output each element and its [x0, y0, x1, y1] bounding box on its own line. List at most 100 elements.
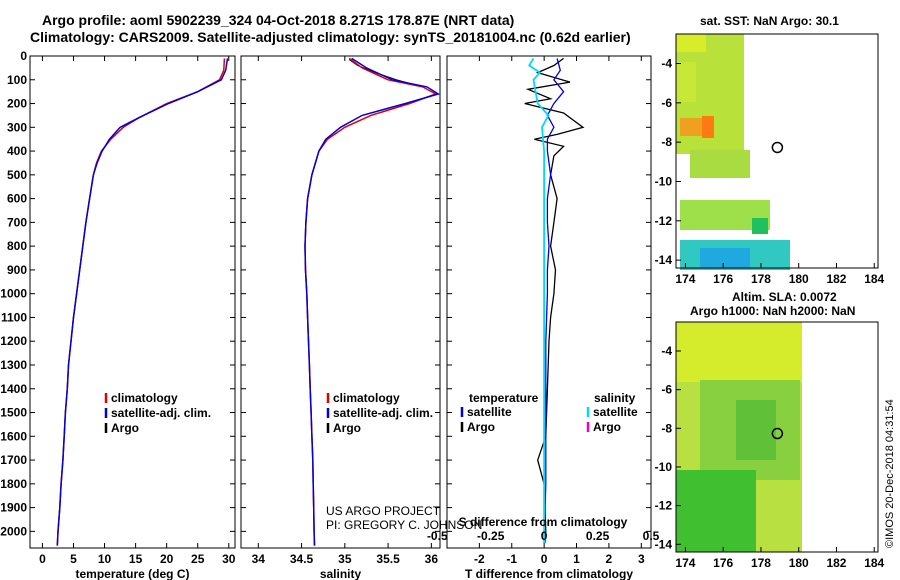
title-line-1: Argo profile: aoml 5902239_324 04-Oct-20…	[42, 12, 515, 28]
xtick-label: 30	[222, 552, 236, 566]
title-line-2: Climatology: CARS2009. Satellite-adjuste…	[30, 29, 631, 45]
sla-map-ytick-label: -14	[655, 537, 673, 551]
sla-map-field	[676, 322, 802, 552]
series-satellite-temp	[56, 58, 229, 546]
ytick-label: 1100	[1, 310, 27, 324]
xtick-label: -2	[474, 552, 485, 566]
sla-map-xtick-label: 176	[713, 556, 733, 570]
ytick-label: 400	[7, 144, 27, 158]
sst-map-ytick-label: -6	[661, 96, 672, 110]
ytick-label: 1800	[0, 477, 27, 491]
series-climatology-temp	[56, 58, 226, 546]
xtick-label: 3	[638, 552, 645, 566]
sst-map-field	[676, 34, 790, 270]
sst-map-ytick-label: -10	[655, 174, 673, 188]
sla-patch	[676, 322, 802, 382]
xtick-label: 15	[129, 552, 143, 566]
legend-temp-label: satellite-adj. clim.	[111, 406, 211, 420]
sst-patch	[700, 248, 750, 268]
sla-map-ytick-label: -6	[661, 383, 672, 397]
sla-map-ytick-label: -4	[661, 344, 672, 358]
ytick-label: 1600	[0, 429, 27, 443]
legend-sal-label: climatology	[333, 391, 400, 405]
sla-map-xtick-label: 178	[751, 556, 771, 570]
series-T-satellite-diff	[543, 58, 565, 544]
ytick-label: 1300	[0, 358, 27, 372]
xlabel-salinity-diff: S difference from climatology	[459, 515, 628, 529]
panel-frame-2	[446, 55, 652, 549]
xtick-label: 35	[338, 552, 352, 566]
xtick2-label: 0.25	[586, 529, 610, 543]
sla-map-xtick-label: 182	[826, 556, 846, 570]
xtick-label: 10	[98, 552, 112, 566]
credit-project: US ARGO PROJECT	[326, 504, 441, 518]
sst-patch	[676, 34, 706, 52]
legend-sal-label: satellite-adj. clim.	[333, 406, 433, 420]
sst-map-ytick-label: -4	[661, 56, 672, 70]
ytick-label: 1200	[0, 334, 27, 348]
ytick-label: 1000	[0, 287, 27, 301]
legend-temp-label: Argo	[111, 421, 139, 435]
xtick-label: 2	[606, 552, 613, 566]
xtick-label: 5	[70, 552, 77, 566]
sst-patch	[690, 150, 750, 178]
xtick-label: 34.5	[290, 552, 314, 566]
sst-map-ytick-label: -14	[655, 253, 673, 267]
ytick-label: 800	[7, 239, 27, 253]
sla-map-title-1: Altim. SLA: 0.0072	[732, 290, 837, 304]
ytick-label: 300	[7, 120, 27, 134]
xlabel: T difference from climatology	[465, 567, 633, 580]
series-climatology-salinity	[304, 57, 438, 546]
xlabel: temperature (deg C)	[75, 567, 189, 580]
ytick-label: 500	[7, 168, 27, 182]
sst-map-frame	[675, 33, 879, 269]
sst-map-xtick-label: 184	[864, 272, 884, 286]
ytick-label: 1500	[0, 406, 27, 420]
legend-temp-label: climatology	[111, 391, 178, 405]
xtick-label: 34	[252, 552, 266, 566]
sla-patch	[676, 470, 756, 552]
xtick2-label: -0.25	[477, 529, 505, 543]
sla-map-xtick-label: 174	[675, 556, 695, 570]
ytick-label: 200	[7, 97, 27, 111]
panel-frame-0	[29, 55, 236, 549]
xlabel: salinity	[320, 567, 362, 580]
ytick-label: 700	[7, 215, 27, 229]
sla-map-frame	[675, 321, 879, 553]
xtick-label: 0	[541, 552, 548, 566]
sla-patch	[736, 400, 776, 460]
legend-diff-sal-label: Argo	[593, 420, 621, 434]
sla-map-title-2: Argo h1000: NaN h2000: NaN	[690, 304, 856, 318]
series-T-argo-diff	[524, 57, 585, 544]
sst-patch	[752, 218, 768, 234]
sla-map-float-marker	[771, 427, 784, 440]
sst-patch	[702, 116, 714, 138]
legend-diff-sal-title: salinity	[594, 391, 636, 405]
legend-diff-sal-label: satellite	[593, 405, 638, 419]
sst-map-xtick-label: 180	[789, 272, 809, 286]
sst-patch	[676, 62, 696, 102]
legend-diff-temp-label: satellite	[467, 405, 512, 419]
sst-map-ytick-label: -12	[655, 214, 673, 228]
series-S-satellite-diff	[527, 57, 550, 544]
sst-map-xtick-label: 174	[675, 272, 695, 286]
legend-sal-label: Argo	[333, 421, 361, 435]
timestamp-stamp: ©IMOS 20-Dec-2018 04:31:54	[884, 399, 896, 548]
sla-map-xtick-label: 184	[864, 556, 884, 570]
ytick-label: 900	[7, 263, 27, 277]
ytick-label: 0	[20, 49, 27, 63]
ytick-label: 2000	[0, 524, 27, 538]
xtick-label: 0	[39, 552, 46, 566]
xtick-label: 1	[573, 552, 580, 566]
xtick2-label: 0.5	[643, 529, 660, 543]
xtick-label: 25	[191, 552, 205, 566]
xtick-label: 35.5	[376, 552, 400, 566]
ytick-label: 1700	[0, 453, 27, 467]
ytick-label: 1900	[0, 501, 27, 515]
ytick-label: 1400	[0, 382, 27, 396]
credit-pi: PI: GREGORY C. JOHNSON	[326, 518, 483, 532]
sst-map-xtick-label: 176	[713, 272, 733, 286]
legend-diff-temp-title: temperature	[469, 391, 539, 405]
sst-map-xtick-label: 178	[751, 272, 771, 286]
